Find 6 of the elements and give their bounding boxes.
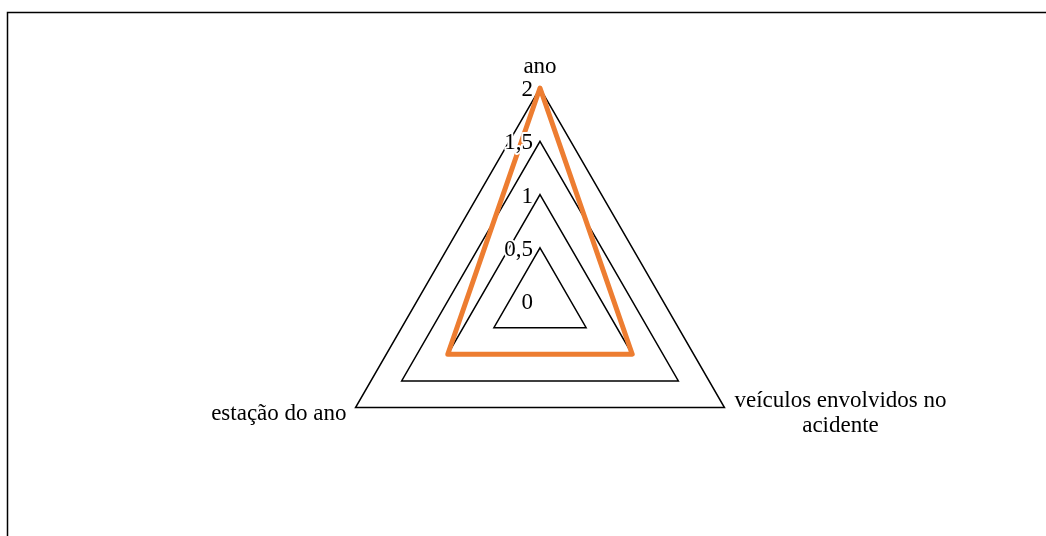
spoke-label: estação do ano (211, 399, 347, 425)
spoke-label: veículos envolvidos no acidente (734, 387, 947, 437)
spoke-label: ano (523, 53, 557, 78)
y-tick-label: 1 (521, 182, 533, 208)
y-tick-label: 0 (521, 289, 533, 315)
y-tick-label: 2 (521, 76, 533, 102)
